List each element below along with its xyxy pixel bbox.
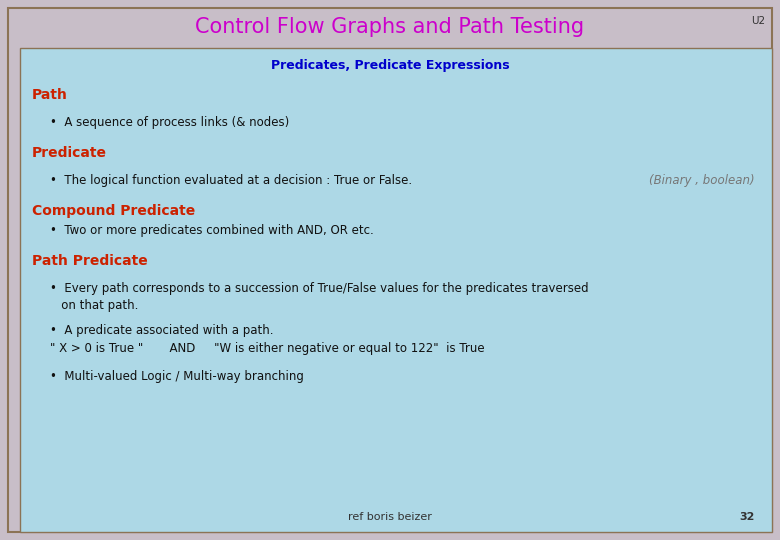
Text: Control Flow Graphs and Path Testing: Control Flow Graphs and Path Testing — [196, 17, 584, 37]
FancyBboxPatch shape — [20, 48, 772, 532]
Text: •  Multi-valued Logic / Multi-way branching: • Multi-valued Logic / Multi-way branchi… — [50, 370, 304, 383]
FancyBboxPatch shape — [8, 8, 772, 46]
Text: •  Two or more predicates combined with AND, OR etc.: • Two or more predicates combined with A… — [50, 224, 374, 237]
Text: •  A sequence of process links (& nodes): • A sequence of process links (& nodes) — [50, 116, 289, 129]
Text: ref boris beizer: ref boris beizer — [348, 512, 432, 522]
Text: •  Every path corresponds to a succession of True/False values for the predicate: • Every path corresponds to a succession… — [50, 282, 589, 312]
Text: Path: Path — [32, 88, 68, 102]
Text: U2: U2 — [751, 16, 765, 26]
Text: 32: 32 — [739, 512, 755, 522]
Text: Path Predicate: Path Predicate — [32, 254, 147, 268]
Text: •  A predicate associated with a path.: • A predicate associated with a path. — [50, 324, 274, 337]
Text: Predicates, Predicate Expressions: Predicates, Predicate Expressions — [271, 59, 509, 72]
Text: " X > 0 is True "       AND     "W is either negative or equal to 122"  is True: " X > 0 is True " AND "W is either negat… — [50, 342, 484, 355]
Text: Compound Predicate: Compound Predicate — [32, 204, 195, 218]
Text: (Binary , boolean): (Binary , boolean) — [650, 174, 755, 187]
Text: •  The logical function evaluated at a decision : True or False.: • The logical function evaluated at a de… — [50, 174, 412, 187]
Text: Predicate: Predicate — [32, 146, 107, 160]
